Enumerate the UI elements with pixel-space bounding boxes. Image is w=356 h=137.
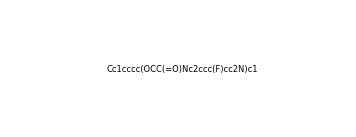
Text: Cc1cccc(OCC(=O)Nc2ccc(F)cc2N)c1: Cc1cccc(OCC(=O)Nc2ccc(F)cc2N)c1 [107,65,258,74]
